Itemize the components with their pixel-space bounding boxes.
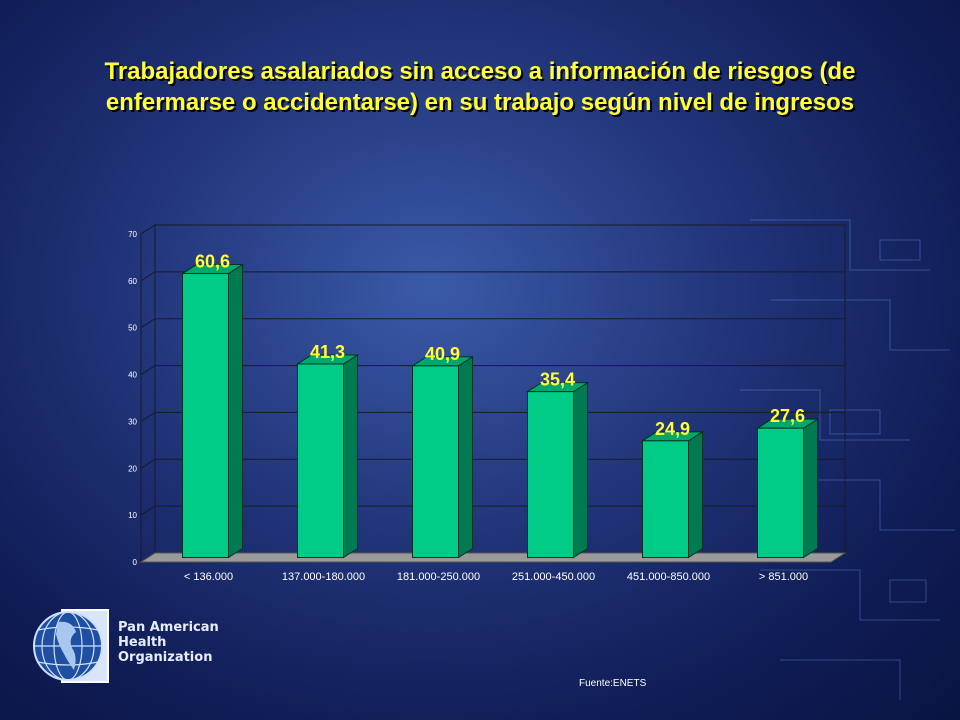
bar — [297, 363, 344, 559]
data-label: 35,4 — [540, 370, 575, 390]
paho-globe-logo — [33, 609, 109, 683]
y-tick-label: 20 — [128, 464, 137, 473]
data-label: 41,3 — [310, 342, 345, 362]
bar — [757, 427, 804, 558]
gridline-side — [140, 318, 156, 329]
plot-back-wall — [154, 224, 846, 554]
gridline-side — [140, 224, 156, 235]
bar — [412, 365, 459, 558]
gridline-side — [140, 458, 156, 469]
bar-side — [573, 381, 588, 559]
bar — [527, 391, 574, 558]
plot-floor — [139, 552, 847, 563]
x-tick-label: > 851.000 — [759, 571, 808, 583]
x-tick-label: 251.000-450.000 — [512, 571, 595, 583]
bar — [642, 440, 689, 558]
title-line-2: enfermarse o accidentarse) en su trabajo… — [105, 89, 855, 116]
x-tick-label: < 136.000 — [184, 571, 233, 583]
gridline-side — [140, 365, 156, 375]
x-tick-label: 451.000-850.000 — [627, 571, 710, 583]
bar — [182, 273, 229, 558]
source-note: Fuente:ENETS — [579, 678, 647, 689]
data-label: 60,6 — [195, 252, 230, 272]
x-tick-label: 181.000-250.000 — [397, 571, 480, 583]
org-name-line-3: Organization — [118, 650, 213, 665]
bar-side — [688, 430, 703, 559]
y-tick-label: 60 — [128, 277, 137, 286]
y-tick-label: 0 — [133, 558, 138, 567]
gridline-side — [140, 271, 156, 282]
gridline-side — [140, 505, 156, 516]
org-name: Pan American Health Organization — [118, 620, 219, 665]
y-tick-label: 50 — [128, 324, 137, 333]
slide-title: Trabajadores asalariados sin acceso a in… — [40, 56, 920, 118]
y-tick-label: 40 — [128, 371, 137, 380]
data-label: 40,9 — [425, 344, 460, 364]
circuit-board-decoration — [740, 219, 955, 700]
data-label: 27,6 — [770, 406, 805, 426]
y-tick-label: 10 — [128, 511, 137, 520]
org-name-line-2: Health — [118, 635, 167, 650]
title-line-1: Trabajadores asalariados sin acceso a in… — [104, 58, 856, 85]
bar-side — [803, 418, 818, 559]
gridline-side — [140, 412, 156, 422]
plot-side-wall — [140, 224, 156, 563]
bar-side — [343, 354, 358, 559]
org-name-line-1: Pan American — [118, 620, 219, 635]
y-tick-label: 30 — [128, 417, 137, 426]
x-tick-label: 137.000-180.000 — [282, 571, 365, 583]
bar-side — [458, 355, 473, 559]
bar-side — [228, 263, 243, 559]
data-label: 24,9 — [655, 419, 690, 439]
y-tick-label: 70 — [128, 230, 137, 239]
